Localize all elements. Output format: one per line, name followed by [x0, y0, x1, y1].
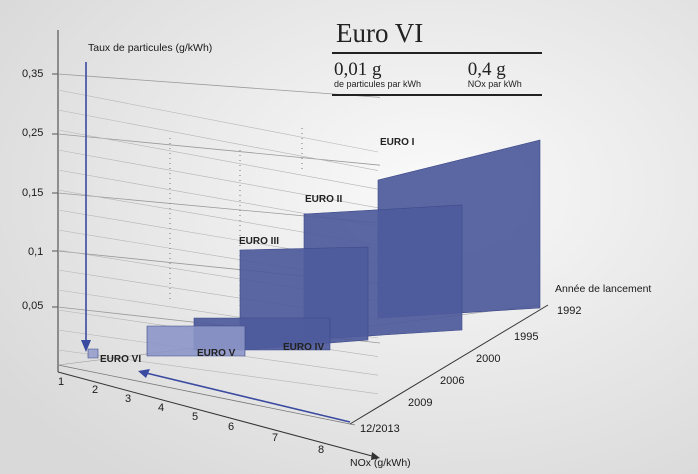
- y-tick-label: 0,35: [22, 68, 43, 80]
- particulate-limit-value: 0,01 g: [334, 59, 382, 80]
- nox-limit-unit: NOx par kWh: [467, 79, 522, 89]
- z-tick-label: 12/2013: [360, 423, 400, 435]
- bar-panel-euro-v: [146, 325, 246, 357]
- euro-vi-infobox: Euro VI 0,01 g de particules par kWh 0,4…: [332, 18, 542, 96]
- bar-label-euro-ii: EURO II: [305, 194, 342, 205]
- bar-label-euro-iv: EURO IV: [283, 342, 324, 353]
- y-axis-title: Taux de particules (g/kWh): [88, 42, 212, 54]
- y-tick-label: 0,15: [22, 187, 43, 199]
- z-tick-label: 2000: [476, 353, 500, 365]
- infobox-nox: 0,4 g NOx par kWh: [468, 60, 542, 90]
- infobox-particulate: 0,01 g de particules par kWh: [334, 60, 468, 90]
- z-tick-label: 2006: [440, 375, 464, 387]
- gridline: [57, 109, 379, 171]
- bar-label-euro-v: EURO V: [197, 348, 236, 359]
- x-tick-label: 8: [318, 444, 324, 456]
- y-reduction-arrowhead: [81, 340, 91, 352]
- nox-limit-value: 0,4 g: [467, 59, 506, 80]
- x-axis-title: NOx (g/kWh): [350, 457, 411, 469]
- z-tick-label: 1995: [514, 331, 538, 343]
- x-tick-label: 5: [192, 411, 198, 423]
- z-axis-line: [349, 304, 549, 425]
- gridline: [57, 133, 381, 166]
- bar-label-euro-iii: EURO III: [239, 236, 279, 247]
- gridline: [57, 89, 379, 153]
- x-tick-labels: 1 2 3 4 5 6 7 8: [58, 376, 324, 456]
- x-tick-label: 2: [92, 384, 98, 396]
- x-tick-label: 3: [125, 393, 131, 405]
- infobox-rule: [332, 94, 542, 96]
- z-tick-label: 1992: [557, 305, 581, 317]
- bar-panels: [87, 139, 541, 359]
- x-tick-label: 6: [228, 421, 234, 433]
- y-tick-label: 0,05: [22, 300, 43, 312]
- x-axis-line: [57, 371, 373, 457]
- bar-labels: EURO I EURO II EURO III EURO IV EURO V E…: [100, 137, 415, 365]
- gridline: [57, 349, 379, 395]
- x-tick-label: 7: [272, 432, 278, 444]
- y-tick-labels: 0,35 0,25 0,15 0,1 0,05: [22, 68, 43, 312]
- y-tick-label: 0,25: [22, 127, 43, 139]
- gridline: [57, 149, 379, 209]
- x-tick-label: 4: [158, 402, 164, 414]
- x-axis-arrowhead: [371, 452, 380, 460]
- x-tick-label: 1: [58, 376, 64, 388]
- gridline: [57, 73, 381, 98]
- infobox-title: Euro VI: [332, 18, 542, 54]
- bar-label-euro-i: EURO I: [380, 137, 415, 148]
- bar-label-euro-vi: EURO VI: [100, 354, 141, 365]
- x-reduction-arrowhead: [138, 369, 150, 378]
- gridline: [57, 129, 379, 190]
- x-reduction-arrow: [145, 372, 351, 423]
- bar-panel-euro-vi: [87, 348, 99, 359]
- z-tick-label: 2009: [408, 397, 432, 409]
- z-tick-labels: 1992 1995 2000 2006 2009 12/2013: [360, 305, 581, 435]
- infobox-values: 0,01 g de particules par kWh 0,4 g NOx p…: [332, 54, 542, 90]
- axis-arrows: [57, 62, 549, 460]
- gridline: [57, 364, 356, 426]
- z-axis-title: Année de lancement: [555, 283, 651, 295]
- particulate-limit-unit: de particules par kWh: [334, 79, 422, 89]
- y-tick-label: 0,1: [28, 246, 43, 258]
